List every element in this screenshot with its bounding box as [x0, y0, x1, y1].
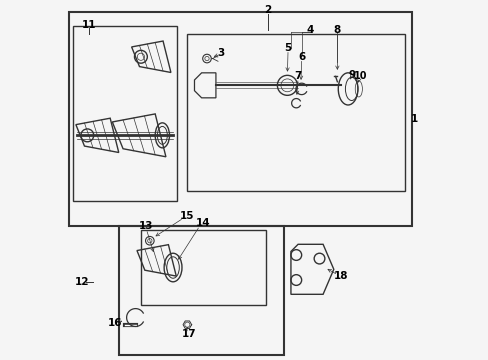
- Text: 5: 5: [284, 43, 291, 53]
- Text: 15: 15: [180, 211, 194, 221]
- Bar: [69, 12, 411, 226]
- Text: 17: 17: [182, 329, 196, 339]
- Text: 8: 8: [333, 25, 340, 35]
- Text: 4: 4: [306, 25, 314, 35]
- Bar: [187, 33, 405, 191]
- Bar: [141, 230, 265, 305]
- Bar: [73, 26, 176, 202]
- Text: 9: 9: [347, 69, 354, 80]
- Bar: [119, 226, 283, 355]
- Text: 1: 1: [410, 114, 417, 124]
- Text: 16: 16: [108, 318, 122, 328]
- Text: 13: 13: [139, 221, 153, 231]
- Text: 10: 10: [353, 71, 366, 81]
- Text: 6: 6: [297, 52, 305, 62]
- Text: 7: 7: [294, 71, 301, 81]
- Text: 18: 18: [333, 271, 347, 282]
- Text: 11: 11: [81, 19, 96, 30]
- Text: 12: 12: [75, 277, 89, 287]
- Text: 3: 3: [217, 48, 224, 58]
- Text: 14: 14: [196, 218, 210, 228]
- Text: 2: 2: [264, 5, 271, 15]
